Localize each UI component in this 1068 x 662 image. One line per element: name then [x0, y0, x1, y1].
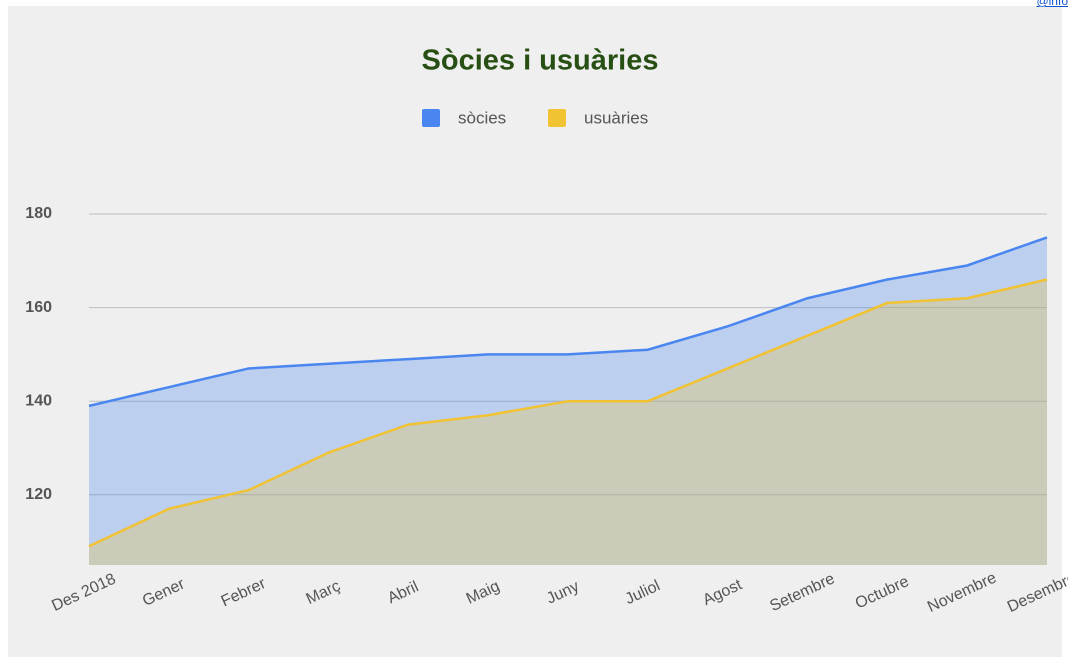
- area-line: [88, 278, 1048, 548]
- legend-swatch: [422, 109, 440, 127]
- y-tick-label: 160: [25, 299, 52, 316]
- area-line: [88, 236, 1048, 408]
- link[interactable]: info@: [1036, 0, 1068, 8]
- y-tick-label: 140: [25, 392, 52, 409]
- chart-background: [8, 6, 1062, 657]
- y-tick-label: 120: [25, 486, 52, 503]
- legend-label: sòcies: [458, 108, 506, 127]
- chart-title: Sòcies i usuàries: [422, 45, 659, 77]
- area-fill: [89, 279, 1047, 565]
- legend-label: usuàries: [584, 108, 648, 127]
- legend-swatch: [548, 109, 566, 127]
- y-tick-label: 180: [25, 205, 52, 222]
